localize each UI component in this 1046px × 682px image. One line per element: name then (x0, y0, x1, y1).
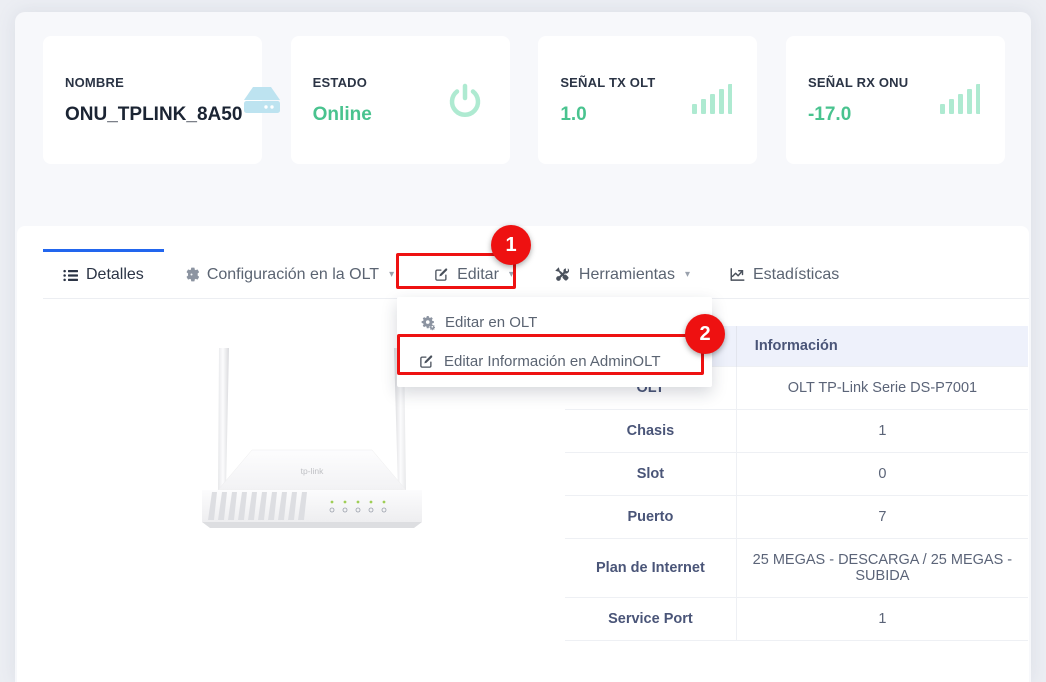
svg-text:tp-link: tp-link (301, 466, 324, 476)
